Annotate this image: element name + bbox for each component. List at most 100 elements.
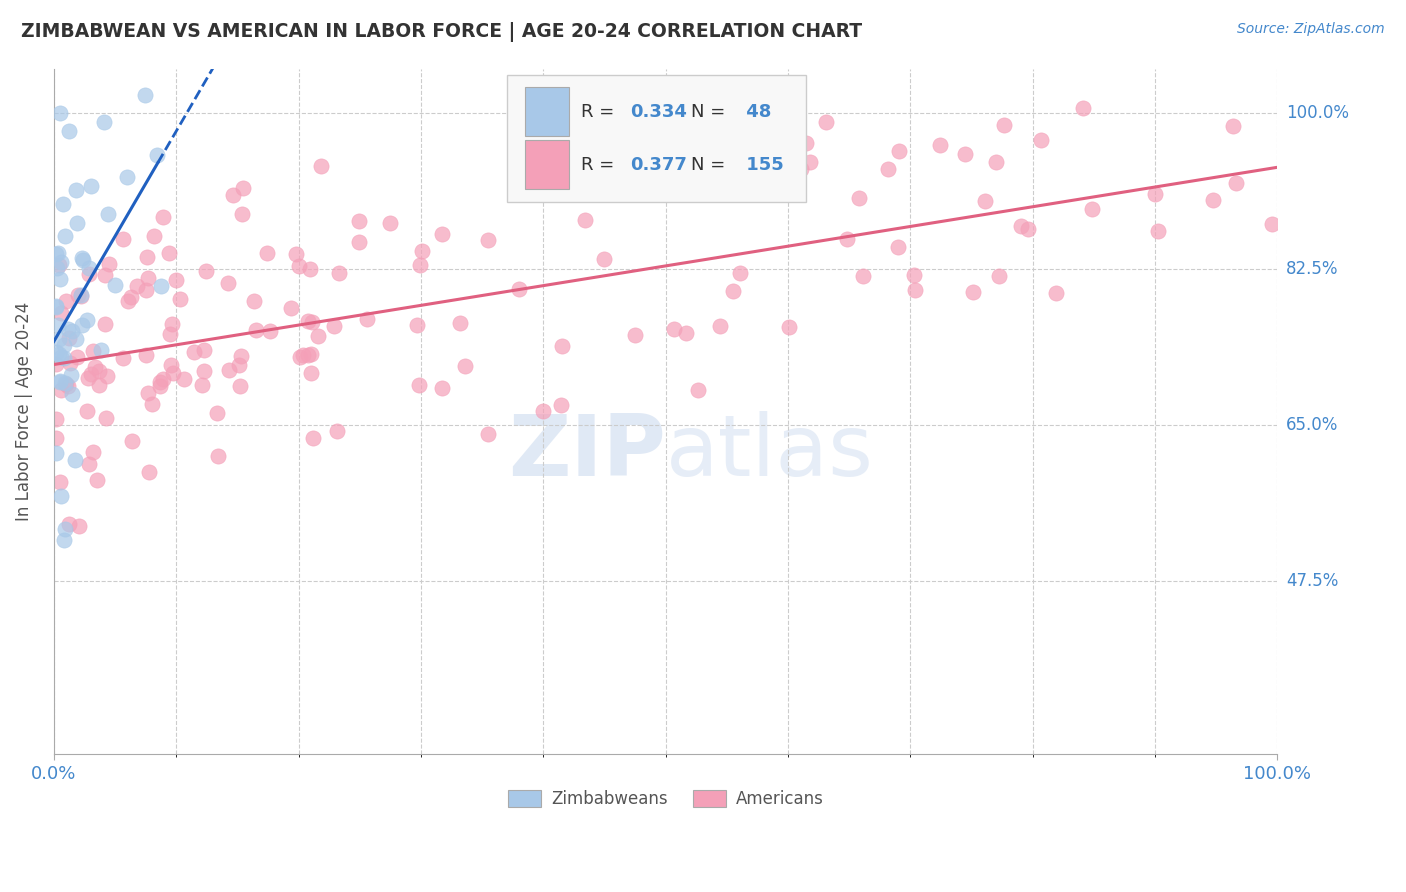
Point — [193, 363, 215, 377]
Point — [60, 324, 83, 338]
Point — [550, 339, 572, 353]
Point — [49, 376, 72, 390]
Text: 48: 48 — [741, 103, 772, 120]
FancyBboxPatch shape — [506, 76, 807, 202]
Point — [835, 232, 858, 246]
Point — [162, 366, 184, 380]
Point — [45, 412, 67, 426]
Point — [66, 350, 89, 364]
Point — [709, 318, 731, 333]
Point — [93, 268, 115, 282]
Point — [45, 357, 67, 371]
Point — [193, 343, 215, 357]
Point — [1017, 222, 1039, 236]
Point — [877, 161, 900, 176]
Point — [67, 287, 90, 301]
Point — [356, 312, 378, 326]
Text: 0.334: 0.334 — [630, 103, 688, 120]
Legend: Zimbabweans, Americans: Zimbabweans, Americans — [501, 783, 831, 814]
Point — [49, 350, 72, 364]
Point — [65, 332, 87, 346]
Point — [477, 233, 499, 247]
Point — [49, 106, 72, 120]
Point — [87, 378, 110, 392]
Point — [508, 282, 530, 296]
Text: 82.5%: 82.5% — [1286, 260, 1339, 278]
Point — [291, 349, 314, 363]
Point — [953, 147, 976, 161]
Point — [1146, 224, 1168, 238]
Point — [259, 324, 281, 338]
Point — [531, 404, 554, 418]
Point — [454, 359, 477, 373]
Point — [903, 268, 925, 282]
Point — [83, 359, 105, 374]
Point — [962, 285, 984, 299]
Point — [299, 347, 322, 361]
Point — [302, 431, 325, 445]
Point — [59, 356, 82, 370]
Point — [96, 368, 118, 383]
Text: R =: R = — [581, 155, 620, 174]
Point — [53, 522, 76, 536]
Point — [49, 306, 72, 320]
Point — [728, 265, 751, 279]
Point — [1045, 285, 1067, 300]
Text: ZIMBABWEAN VS AMERICAN IN LABOR FORCE | AGE 20-24 CORRELATION CHART: ZIMBABWEAN VS AMERICAN IN LABOR FORCE | … — [21, 22, 862, 42]
Text: 0.377: 0.377 — [630, 155, 688, 174]
Point — [112, 232, 135, 246]
Point — [222, 188, 245, 202]
Point — [229, 379, 252, 393]
Point — [1144, 187, 1167, 202]
Point — [288, 260, 311, 274]
Point — [218, 363, 240, 377]
Point — [51, 383, 73, 397]
Point — [1071, 102, 1094, 116]
Point — [48, 347, 70, 361]
Point — [141, 397, 163, 411]
Point — [45, 300, 67, 314]
Point — [135, 348, 157, 362]
Point — [578, 163, 600, 178]
Point — [53, 229, 76, 244]
Point — [121, 434, 143, 448]
Point — [149, 379, 172, 393]
Point — [664, 322, 686, 336]
Point — [299, 366, 322, 380]
Point — [430, 227, 453, 241]
Point — [245, 323, 267, 337]
Point — [146, 147, 169, 161]
Point — [76, 313, 98, 327]
Point — [326, 424, 349, 438]
Point — [120, 290, 142, 304]
Point — [160, 317, 183, 331]
Point — [70, 318, 93, 332]
Point — [411, 244, 433, 258]
Point — [77, 457, 100, 471]
Text: R =: R = — [581, 103, 620, 120]
Point — [94, 317, 117, 331]
Point — [191, 377, 214, 392]
Y-axis label: In Labor Force | Age 20-24: In Labor Force | Age 20-24 — [15, 301, 32, 521]
Point — [94, 411, 117, 425]
Point — [301, 315, 323, 329]
Point — [48, 258, 70, 272]
Point — [778, 319, 800, 334]
Point — [886, 240, 908, 254]
Text: 65.0%: 65.0% — [1286, 416, 1339, 434]
Point — [721, 284, 744, 298]
Point — [142, 228, 165, 243]
Point — [58, 516, 80, 531]
Point — [80, 178, 103, 193]
Point — [58, 378, 80, 392]
Point — [157, 246, 180, 260]
Point — [347, 235, 370, 249]
Point — [207, 449, 229, 463]
Point — [97, 257, 120, 271]
Point — [127, 279, 149, 293]
Point — [76, 371, 98, 385]
Point — [988, 268, 1011, 283]
Point — [53, 338, 76, 352]
Point — [45, 431, 67, 445]
Point — [55, 377, 77, 392]
